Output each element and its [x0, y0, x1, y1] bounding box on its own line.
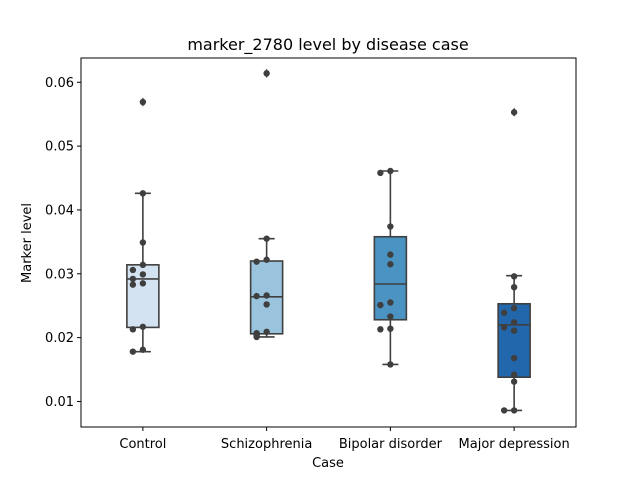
data-point [377, 169, 384, 177]
data-point [263, 70, 270, 77]
chart-title: marker_2780 level by disease case [187, 35, 468, 55]
data-point [510, 371, 518, 378]
data-point [387, 361, 394, 368]
data-point [129, 275, 137, 283]
data-point [253, 292, 260, 300]
x-tick-label: Control [119, 437, 166, 452]
data-point [377, 326, 384, 333]
data-point [139, 280, 147, 287]
data-point [129, 266, 137, 274]
data-point [510, 109, 518, 116]
iqr-box [497, 302, 531, 379]
x-tick-label: Bipolar disorder [339, 437, 443, 452]
y-tick-label: 0.01 [45, 395, 74, 410]
data-point [510, 273, 518, 280]
data-point [129, 326, 137, 333]
data-point [387, 251, 394, 258]
y-tick-label: 0.06 [45, 76, 74, 91]
x-tick-label: Schizophrenia [221, 437, 312, 452]
data-point [387, 313, 394, 320]
y-tick-label: 0.02 [45, 331, 74, 346]
points-group-0 [129, 98, 147, 355]
data-point [263, 301, 270, 308]
data-point [139, 190, 147, 197]
data-point [253, 333, 260, 341]
y-tick-label: 0.04 [45, 203, 74, 218]
data-point [500, 309, 508, 316]
data-point [510, 305, 518, 312]
data-point [139, 346, 147, 353]
data-point [510, 378, 518, 385]
data-point [139, 271, 147, 278]
plot-frame [80, 57, 577, 428]
data-point [510, 319, 518, 326]
plot-marks [126, 68, 531, 414]
data-point [129, 348, 137, 355]
data-point [139, 261, 147, 269]
data-point [263, 292, 270, 299]
points-group-1 [253, 70, 270, 341]
y-axis: 0.01 0.02 0.03 0.04 0.05 0.06 [45, 76, 81, 410]
data-point [500, 407, 508, 414]
data-point [139, 98, 147, 106]
points-group-3 [500, 109, 518, 414]
data-point [510, 283, 518, 291]
data-point [387, 223, 394, 230]
data-point [263, 235, 270, 242]
data-point [510, 327, 518, 334]
box-group-3 [497, 107, 531, 412]
data-point [387, 325, 394, 332]
x-tick-label: Major depression [459, 437, 570, 452]
x-axis: Control Schizophrenia Bipolar disorder Majo… [119, 427, 570, 452]
data-point [510, 354, 518, 362]
data-point [387, 167, 394, 175]
data-point [510, 407, 518, 414]
data-point [139, 323, 147, 330]
data-point [377, 301, 384, 309]
data-point [129, 281, 137, 288]
x-axis-title: Case [312, 456, 344, 471]
y-tick-label: 0.03 [45, 267, 74, 282]
points-group-2 [377, 167, 394, 368]
y-tick-label: 0.05 [45, 140, 74, 155]
data-point [263, 256, 270, 263]
data-point [263, 328, 270, 336]
data-point [387, 261, 394, 268]
data-point [387, 299, 394, 306]
y-axis-title: Marker level [20, 203, 35, 283]
data-point [139, 239, 147, 246]
data-point [253, 258, 260, 265]
data-point [500, 324, 508, 331]
